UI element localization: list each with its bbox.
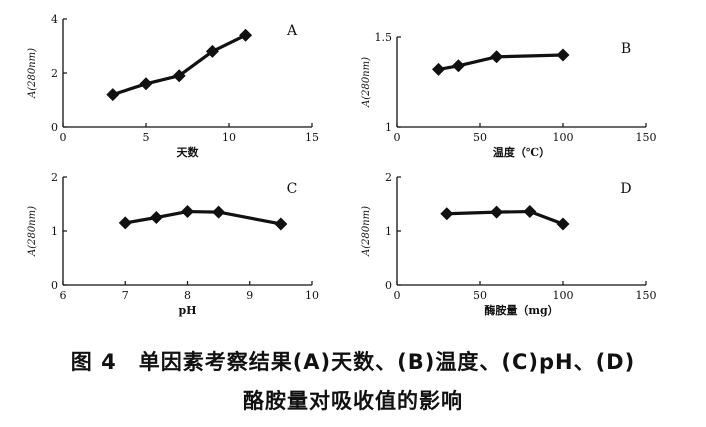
x-axis-label: 天数 [177,145,200,159]
panel-letter: D [620,181,631,197]
y-tick-label: 2 [51,171,58,184]
series-line [112,33,247,97]
figure-caption-line-1: 图 4 单因素考察结果(A)天数、(B)温度、(C)pH、(D) [70,350,636,374]
series-line [124,209,282,226]
data-point-marker [556,217,570,231]
y-axis-label: A(280nm) [27,206,38,257]
x-tick-label: 150 [636,131,657,144]
data-point-marker [556,48,570,62]
data-point-marker [490,50,504,64]
x-tick-label: 100 [553,289,574,302]
y-tick-label: 4 [51,13,58,26]
x-tick-label: 8 [184,289,191,302]
x-tick-label: 5 [143,131,150,144]
data-point-marker [172,69,186,83]
x-tick-label: 0 [394,289,401,302]
figure-caption-line-2: 酪胺量对吸收值的影响 [243,389,463,413]
x-tick-label: 15 [305,131,319,144]
chart-panel-c: 6 7 8 9 10 0 1 2 pH A(280nm) C [27,171,319,317]
series-line [438,53,564,71]
data-point-marker [523,205,537,219]
y-tick-label: 0 [385,279,392,292]
data-point-marker [490,205,504,219]
data-point-marker [149,211,163,224]
data-point-marker [239,28,253,42]
y-axis-label: A(280nm) [361,57,372,108]
y-tick-label: 0 [51,279,58,292]
y-tick-label: 2 [385,171,392,184]
chart-panel-a: 0 5 10 15 0 2 4 天数 A(280nm) A [27,13,319,159]
series-line [446,209,564,226]
panel-letter: C [287,181,298,197]
y-tick-label: 1 [385,121,392,134]
data-point-marker [440,207,454,221]
x-tick-label: 0 [394,131,401,144]
data-point-marker [451,59,465,73]
data-point-marker [205,44,219,58]
y-axis-label: A(280nm) [361,206,372,257]
x-tick-label: 10 [222,131,236,144]
chart-panel-d: 0 50 100 150 0 1 2 酶胺量（mg） A(280nm) D [361,171,657,317]
data-point-marker [212,205,226,219]
x-tick-label: 100 [553,131,574,144]
x-tick-label: 9 [246,289,253,302]
y-axis-label: A(280nm) [27,48,38,99]
data-point-marker [432,62,445,76]
x-tick-label: 50 [473,131,487,144]
data-point-marker [181,205,194,219]
y-tick-label: 2 [51,67,58,80]
data-point-marker [139,77,153,91]
x-tick-label: 6 [60,289,67,302]
x-tick-label: 0 [60,131,67,144]
x-tick-label: 10 [305,289,319,302]
x-tick-label: 50 [473,289,487,302]
y-tick-label: 0 [51,121,58,134]
data-point-marker [118,216,132,230]
y-tick-label: 1 [51,225,58,238]
chart-panel-b: 0 50 100 150 1 1.5 温度（℃） A(280nm) B [361,31,657,159]
x-tick-label: 7 [122,289,129,302]
x-tick-label: 150 [636,289,657,302]
panel-letter: A [286,23,298,39]
x-axis-label: 温度（℃） [493,145,550,159]
x-axis-label: 酶胺量（mg） [484,303,558,317]
data-point-marker [106,88,120,102]
y-tick-label: 1 [385,225,392,238]
data-point-marker [274,217,288,231]
y-tick-label: 1.5 [375,31,393,44]
panel-letter: B [621,41,631,57]
x-axis-label: pH [178,304,196,317]
